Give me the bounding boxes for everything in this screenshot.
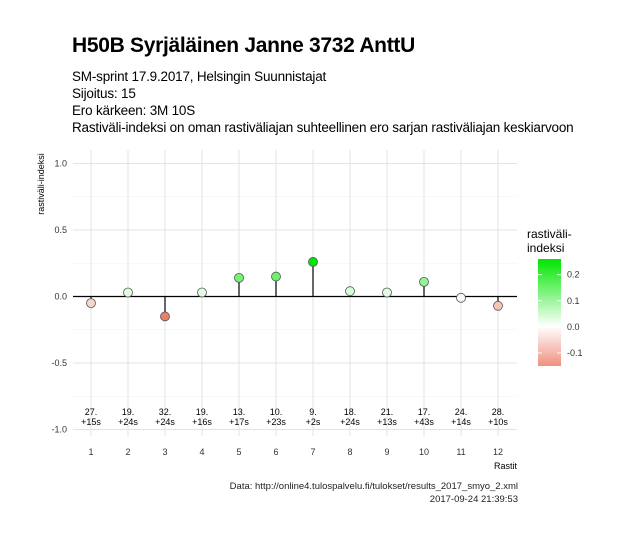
rank-annotation: 13. +17s bbox=[229, 407, 249, 427]
y-tick-label: 0.5 bbox=[54, 225, 67, 235]
annotation-rank: 32. bbox=[159, 407, 172, 417]
annotation-rank: 13. bbox=[233, 407, 246, 417]
rank-annotation: 27. +15s bbox=[81, 407, 101, 427]
legend-tick-label: 0.1 bbox=[567, 296, 580, 306]
rank-annotation: 17. +43s bbox=[414, 407, 434, 427]
rank-annotation: 19. +24s bbox=[118, 407, 138, 427]
annotation-time: +14s bbox=[451, 417, 471, 427]
x-tick-label: 9 bbox=[384, 447, 389, 457]
annotation-rank: 21. bbox=[381, 407, 394, 417]
annotation-time: +24s bbox=[340, 417, 360, 427]
annotation-rank: 17. bbox=[418, 407, 431, 417]
y-tick-label: -1.0 bbox=[51, 425, 67, 435]
lollipop-point bbox=[86, 298, 96, 309]
legend-title-line-2: indeksi bbox=[527, 241, 564, 255]
subtitle-line-description: Rastiväli-indeksi on oman rastiväliajan … bbox=[72, 120, 574, 135]
lollipop-point bbox=[123, 287, 133, 298]
lollipop-point bbox=[419, 276, 429, 287]
annotation-rank: 18. bbox=[344, 407, 357, 417]
legend-tick-label: 0.0 bbox=[567, 322, 580, 332]
y-tick-label: -0.5 bbox=[51, 358, 67, 368]
x-axis-title: Rastit bbox=[494, 461, 518, 471]
annotation-time: +24s bbox=[118, 417, 138, 427]
subtitle-line-rank: Sijoitus: 15 bbox=[72, 86, 136, 101]
legend-colorbar bbox=[538, 259, 561, 366]
x-tick-label: 12 bbox=[493, 447, 503, 457]
annotation-rank: 27. bbox=[85, 407, 98, 417]
x-tick-label: 6 bbox=[273, 447, 278, 457]
x-tick-label: 5 bbox=[236, 447, 241, 457]
rank-annotation: 10. +23s bbox=[266, 407, 286, 427]
annotation-rank: 19. bbox=[196, 407, 209, 417]
annotation-time: +17s bbox=[229, 417, 249, 427]
annotation-rank: 9. bbox=[309, 407, 317, 417]
x-tick-label: 11 bbox=[456, 447, 465, 457]
annotation-time: +13s bbox=[377, 417, 397, 427]
lollipop-point bbox=[382, 287, 392, 298]
annotation-time: +10s bbox=[488, 417, 508, 427]
y-axis: -1.0 -0.5 0.0 0.5 1.0 bbox=[51, 159, 67, 435]
annotation-time: +15s bbox=[81, 417, 101, 427]
rank-annotation: 19. +16s bbox=[192, 407, 212, 427]
x-tick-label: 8 bbox=[347, 447, 352, 457]
subtitle-line-gap: Ero kärkeen: 3M 10S bbox=[72, 103, 196, 118]
lollipop-point bbox=[197, 287, 207, 298]
y-tick-label: 0.0 bbox=[54, 292, 67, 302]
annotation-time: +2s bbox=[306, 417, 321, 427]
annotation-rank: 24. bbox=[455, 407, 468, 417]
timestamp: 2017-09-24 21:39:53 bbox=[429, 494, 518, 505]
annotation-time: +43s bbox=[414, 417, 434, 427]
rank-annotation: 32. +24s bbox=[155, 407, 175, 427]
x-axis: 1 2 3 4 5 6 7 8 9 10 11 12 bbox=[88, 447, 503, 457]
rank-annotation: 18. +24s bbox=[340, 407, 360, 427]
lollipop-point bbox=[234, 272, 244, 283]
x-tick-label: 3 bbox=[162, 447, 167, 457]
annotation-time: +24s bbox=[155, 417, 175, 427]
chart-title: H50B Syrjäläinen Janne 3732 AnttU bbox=[72, 34, 415, 57]
annotation-time: +16s bbox=[192, 417, 212, 427]
lollipop-point bbox=[308, 257, 318, 267]
lollipop-point bbox=[345, 286, 355, 297]
lollipop-point bbox=[456, 292, 466, 303]
x-tick-label: 4 bbox=[199, 447, 204, 457]
legend-tick-label: 0.2 bbox=[567, 270, 580, 280]
chart-subtitle: SM-sprint 17.9.2017, Helsingin Suunnista… bbox=[72, 68, 574, 136]
lollipop-point bbox=[160, 311, 170, 322]
y-axis-title: rastiväli-indeksi bbox=[36, 153, 46, 215]
legend-title-line-1: rastiväli- bbox=[527, 227, 572, 241]
y-tick-label: 1.0 bbox=[54, 159, 67, 169]
color-legend: rastiväli- indeksi 0.2 0.1 0.0 -0.1 bbox=[527, 227, 583, 366]
rank-annotation: 21. +13s bbox=[377, 407, 397, 427]
annotation-time: +23s bbox=[266, 417, 286, 427]
subtitle-line-event: SM-sprint 17.9.2017, Helsingin Suunnista… bbox=[72, 69, 327, 84]
x-tick-label: 7 bbox=[310, 447, 315, 457]
rank-annotation: 24. +14s bbox=[451, 407, 471, 427]
lollipop-point bbox=[493, 300, 503, 311]
legend-tick-label: -0.1 bbox=[567, 348, 583, 358]
rank-annotation: 9. +2s bbox=[306, 407, 321, 427]
panel-grid bbox=[73, 150, 517, 436]
data-source: Data: http://online4.tulospalvelu.fi/tul… bbox=[229, 481, 518, 492]
lollipop-point bbox=[271, 271, 281, 282]
x-tick-label: 1 bbox=[88, 447, 93, 457]
annotation-rank: 28. bbox=[492, 407, 505, 417]
annotation-rank: 19. bbox=[122, 407, 135, 417]
x-tick-label: 2 bbox=[125, 447, 130, 457]
chart-marks bbox=[73, 257, 517, 322]
annotation-rank: 10. bbox=[270, 407, 283, 417]
x-tick-label: 10 bbox=[419, 447, 429, 457]
caption: Data: http://online4.tulospalvelu.fi/tul… bbox=[230, 480, 518, 506]
rank-annotation: 28. +10s bbox=[488, 407, 508, 427]
